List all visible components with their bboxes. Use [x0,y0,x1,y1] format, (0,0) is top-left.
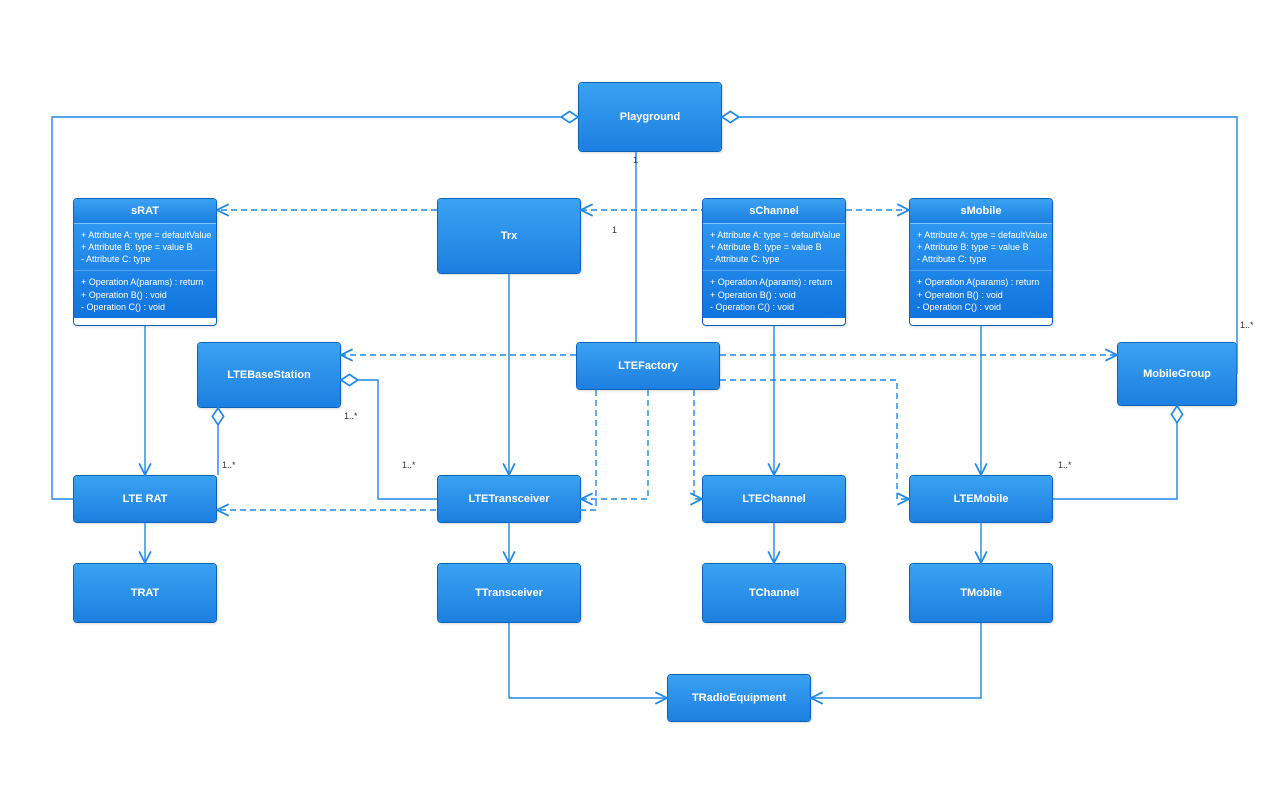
node-body: + Attribute A: type = defaultValue+ Attr… [910,224,1052,318]
edge-ttransceiver-to-tradioequipment [509,623,667,698]
node-tradioequipment: TRadioEquipment [667,674,811,722]
node-srat: sRAT+ Attribute A: type = defaultValue+ … [73,198,217,326]
multiplicity-trx_bottom: 1 [612,225,617,235]
node-schannel: sChannel+ Attribute A: type = defaultVal… [702,198,846,326]
node-title: LTEFactory [577,343,719,389]
node-ltetransceiver: LTETransceiver [437,475,581,523]
node-body: + Attribute A: type = defaultValue+ Attr… [703,224,845,318]
attribute-row: + Attribute B: type = value B [81,241,209,253]
node-body: + Attribute A: type = defaultValue+ Attr… [74,224,216,318]
node-ltefactory: LTEFactory [576,342,720,390]
operation-row: + Operation A(params) : return [81,276,209,288]
node-tmobile: TMobile [909,563,1053,623]
node-title: LTETransceiver [438,476,580,522]
edge-mobilegroup-to-ltemobile [1053,406,1177,499]
multiplicity-ltemob_1star: 1..* [1058,460,1072,470]
node-tchannel: TChannel [702,563,846,623]
node-title: sRAT [74,199,216,224]
attribute-row: + Attribute A: type = defaultValue [917,229,1045,241]
operation-row: + Operation B() : void [81,289,209,301]
node-title: LTEMobile [910,476,1052,522]
node-title: Playground [579,83,721,151]
node-title: LTEChannel [703,476,845,522]
operation-row: - Operation C() : void [81,301,209,313]
operation-row: + Operation A(params) : return [917,276,1045,288]
operations-section: + Operation A(params) : return+ Operatio… [703,271,845,317]
node-title: sChannel [703,199,845,224]
edge-tmobile-to-tradioequipment [811,623,981,698]
node-title: TTransceiver [438,564,580,622]
node-title: TRAT [74,564,216,622]
node-mobilegroup: MobileGroup [1117,342,1237,406]
multiplicity-ltebase_1star: 1..* [344,411,358,421]
operations-section: + Operation A(params) : return+ Operatio… [910,271,1052,317]
attribute-row: + Attribute B: type = value B [917,241,1045,253]
operation-row: + Operation B() : void [917,289,1045,301]
multiplicity-mobgrp_r_1star: 1..* [1240,320,1254,330]
node-title: LTEBaseStation [198,343,340,407]
node-title: TRadioEquipment [668,675,810,721]
attributes-section: + Attribute A: type = defaultValue+ Attr… [910,224,1052,271]
multiplicity-lterat_1star: 1..* [222,460,236,470]
edge-ltefactory-to-ltetransceiver [581,390,648,499]
node-ltebasestation: LTEBaseStation [197,342,341,408]
operation-row: + Operation B() : void [710,289,838,301]
operation-row: + Operation A(params) : return [710,276,838,288]
node-title: LTE RAT [74,476,216,522]
attribute-row: - Attribute C: type [81,253,209,265]
node-title: MobileGroup [1118,343,1236,405]
operation-row: - Operation C() : void [710,301,838,313]
attribute-row: - Attribute C: type [917,253,1045,265]
node-smobile: sMobile+ Attribute A: type = defaultValu… [909,198,1053,326]
node-title: TChannel [703,564,845,622]
attribute-row: + Attribute B: type = value B [710,241,838,253]
node-playground: Playground [578,82,722,152]
attribute-row: + Attribute A: type = defaultValue [710,229,838,241]
node-title: TMobile [910,564,1052,622]
node-ltechannel: LTEChannel [702,475,846,523]
attribute-row: + Attribute A: type = defaultValue [81,229,209,241]
node-title: sMobile [910,199,1052,224]
node-ttransceiver: TTransceiver [437,563,581,623]
attributes-section: + Attribute A: type = defaultValue+ Attr… [703,224,845,271]
edge-ltefactory-to-ltechannel [694,390,702,499]
node-trat: TRAT [73,563,217,623]
diagram-canvas: PlaygroundsRAT+ Attribute A: type = defa… [0,0,1269,799]
node-trx: Trx [437,198,581,274]
attributes-section: + Attribute A: type = defaultValue+ Attr… [74,224,216,271]
multiplicity-pg_bottom: 1 [633,155,638,165]
edge-ltebasestation-to-ltetransceiver [341,380,437,499]
node-title: Trx [438,199,580,273]
attribute-row: - Attribute C: type [710,253,838,265]
node-lterat: LTE RAT [73,475,217,523]
operation-row: - Operation C() : void [917,301,1045,313]
multiplicity-ltetrans_1star: 1..* [402,460,416,470]
operations-section: + Operation A(params) : return+ Operatio… [74,271,216,317]
node-ltemobile: LTEMobile [909,475,1053,523]
